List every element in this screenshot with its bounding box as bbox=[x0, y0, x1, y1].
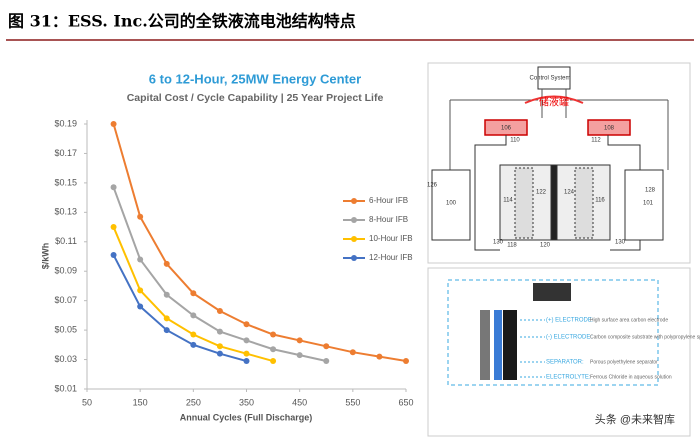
part-number: 108 bbox=[604, 126, 615, 132]
point bbox=[190, 312, 197, 319]
part-number: 118 bbox=[507, 243, 517, 249]
y-tick-label: $0.05 bbox=[54, 324, 77, 334]
watermark: 头条 @未来智库 bbox=[595, 412, 675, 426]
legend-label: 10-Hour IFB bbox=[369, 234, 413, 243]
point bbox=[216, 328, 223, 335]
y-tick-label: $0.13 bbox=[54, 207, 77, 217]
y-tick-label: $0.09 bbox=[54, 266, 77, 276]
series-line bbox=[112, 254, 247, 362]
control-label: Control System bbox=[529, 76, 570, 82]
legend-marker bbox=[351, 198, 357, 204]
point bbox=[243, 337, 250, 344]
x-axis-label: Annual Cycles (Full Discharge) bbox=[180, 412, 313, 422]
legend-label: 8-Hour IFB bbox=[369, 215, 408, 224]
series-line bbox=[112, 123, 407, 363]
cell-term: (+) ELECTRODE: bbox=[546, 318, 594, 324]
legend-label: 6-Hour IFB bbox=[369, 196, 408, 205]
y-tick-label: $0.17 bbox=[54, 148, 77, 158]
point bbox=[376, 353, 383, 360]
series-line bbox=[112, 186, 327, 363]
y-axis-label: $/kWh bbox=[40, 243, 50, 270]
point bbox=[216, 350, 223, 357]
part-number: 110 bbox=[510, 138, 520, 144]
part-number: 101 bbox=[643, 201, 654, 207]
point bbox=[243, 321, 250, 328]
point bbox=[296, 337, 303, 344]
part-number: 120 bbox=[540, 243, 551, 249]
cell-text: Porous polyethylene separator bbox=[590, 359, 658, 365]
cell-term: (-) ELECTRODE: bbox=[546, 335, 592, 341]
point bbox=[270, 331, 277, 338]
point bbox=[137, 213, 144, 220]
point bbox=[270, 346, 277, 353]
point bbox=[163, 291, 170, 298]
point bbox=[296, 352, 303, 359]
tank-label: 储液罐 bbox=[539, 96, 569, 109]
legend-marker bbox=[351, 255, 357, 261]
system-diagram bbox=[427, 62, 691, 264]
point bbox=[190, 290, 197, 297]
part-number: 130 bbox=[493, 240, 504, 246]
part-number: 122 bbox=[536, 190, 547, 196]
part-number: 106 bbox=[501, 126, 512, 132]
point bbox=[163, 315, 170, 322]
point bbox=[163, 260, 170, 267]
y-tick-label: $0.15 bbox=[54, 177, 77, 187]
point bbox=[163, 327, 170, 334]
cell-text: Carbon composite substrate with polyprop… bbox=[590, 334, 700, 340]
part-number: 128 bbox=[645, 188, 656, 194]
y-tick-label: $0.07 bbox=[54, 295, 77, 305]
point bbox=[216, 307, 223, 314]
point bbox=[270, 358, 277, 365]
cell-term: ELECTROLYTE: bbox=[546, 375, 591, 381]
part-number: 124 bbox=[564, 190, 575, 196]
chart-title: 6 to 12-Hour, 25MW Energy Center bbox=[149, 71, 361, 86]
legend-label: 12-Hour IFB bbox=[369, 253, 413, 262]
point bbox=[110, 184, 117, 191]
point bbox=[243, 350, 250, 357]
point bbox=[323, 358, 330, 365]
point bbox=[190, 341, 197, 348]
chart-subtitle: Capital Cost / Cycle Capability | 25 Yea… bbox=[127, 92, 384, 104]
x-tick-label: 650 bbox=[398, 397, 413, 407]
y-tick-label: $0.11 bbox=[55, 236, 77, 246]
part-number: 130 bbox=[615, 240, 626, 246]
figure-title: 图 31：ESS. Inc.公司的全铁液流电池结构特点 bbox=[8, 12, 356, 31]
cell-text: High surface area carbon electrode bbox=[590, 317, 668, 323]
part-number: 126 bbox=[427, 183, 438, 189]
x-tick-label: 550 bbox=[345, 397, 360, 407]
point bbox=[190, 331, 197, 338]
part-number: 116 bbox=[595, 198, 605, 204]
cell-term: SEPARATOR: bbox=[546, 360, 584, 366]
point bbox=[216, 343, 223, 350]
point bbox=[110, 121, 117, 127]
point bbox=[110, 224, 117, 231]
part-number: 114 bbox=[503, 198, 513, 204]
legend-marker bbox=[351, 217, 357, 223]
cell-diagram bbox=[427, 267, 691, 437]
point bbox=[403, 358, 409, 365]
point bbox=[137, 256, 144, 263]
x-tick-label: 150 bbox=[133, 397, 148, 407]
x-tick-label: 450 bbox=[292, 397, 307, 407]
part-number: 100 bbox=[446, 201, 457, 207]
x-tick-label: 250 bbox=[186, 397, 201, 407]
point bbox=[323, 343, 330, 350]
y-tick-label: $0.01 bbox=[54, 383, 77, 393]
point bbox=[243, 358, 250, 365]
point bbox=[137, 303, 144, 310]
point bbox=[349, 349, 356, 356]
legend-marker bbox=[351, 236, 357, 242]
x-tick-label: 50 bbox=[82, 397, 92, 407]
x-tick-label: 350 bbox=[239, 397, 254, 407]
y-tick-label: $0.03 bbox=[54, 354, 77, 364]
point bbox=[137, 287, 144, 294]
cell-text: Ferrous Chloride in aqueous solution bbox=[590, 374, 672, 380]
point bbox=[110, 252, 117, 259]
y-tick-label: $0.19 bbox=[54, 118, 77, 128]
part-number: 112 bbox=[591, 138, 601, 144]
